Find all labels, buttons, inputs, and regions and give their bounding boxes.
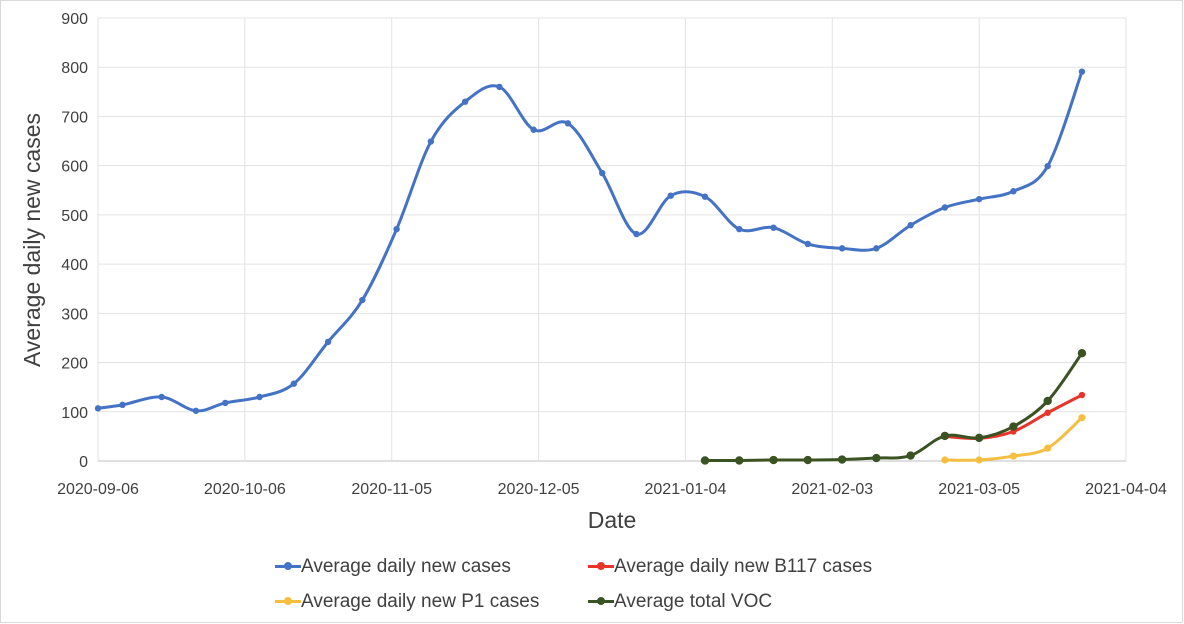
data-point xyxy=(564,120,572,127)
x-tick-label: 2021-02-03 xyxy=(791,481,873,498)
data-point xyxy=(1077,349,1087,358)
data-point xyxy=(158,393,165,401)
y-axis-ticks: 0 100 200 300 400 500 600 700 800 900 xyxy=(61,11,88,471)
data-point xyxy=(119,401,126,409)
data-point xyxy=(735,456,744,465)
x-tick-label: 2020-10-06 xyxy=(204,481,286,498)
legend-swatch xyxy=(275,588,301,616)
gridlines xyxy=(97,17,1127,462)
legend-item: Average total VOC xyxy=(588,588,772,616)
legend-label: Average total VOC xyxy=(614,591,773,612)
data-point xyxy=(700,456,710,465)
data-point xyxy=(769,455,778,465)
y-axis-title: Average daily new cases xyxy=(19,113,45,367)
data-point xyxy=(906,451,915,460)
data-point xyxy=(974,433,984,443)
data-point xyxy=(770,224,777,231)
legend-label: Average daily new B117 cases xyxy=(614,556,873,577)
data-point xyxy=(941,456,949,464)
data-point xyxy=(975,456,983,464)
y-tick-label: 900 xyxy=(61,11,88,28)
x-tick-label: 2021-04-04 xyxy=(1085,481,1167,498)
legend: Average daily new cases Average daily new… xyxy=(275,553,975,617)
data-point xyxy=(837,455,847,464)
data-point xyxy=(701,193,709,200)
data-point xyxy=(873,245,880,252)
data-point xyxy=(1009,422,1018,431)
y-tick-label: 0 xyxy=(79,454,88,471)
data-point xyxy=(359,296,366,304)
legend-label: Average daily new P1 cases xyxy=(301,591,540,612)
legend-swatch xyxy=(588,553,614,581)
y-tick-label: 700 xyxy=(61,109,88,126)
x-axis-title: Date xyxy=(588,507,637,533)
data-point xyxy=(256,393,263,401)
legend-item: Average daily new P1 cases xyxy=(275,588,539,616)
data-point xyxy=(941,204,949,211)
data-point xyxy=(1078,414,1086,422)
data-point xyxy=(1078,68,1086,75)
data-point xyxy=(838,245,846,252)
x-tick-label: 2020-11-05 xyxy=(351,481,432,498)
data-point xyxy=(222,399,229,407)
data-point xyxy=(633,230,640,238)
legend-swatch xyxy=(588,588,614,616)
series-line xyxy=(703,351,1084,463)
data-point xyxy=(736,225,743,233)
data-point xyxy=(1044,409,1051,416)
data-point xyxy=(1009,452,1018,460)
data-point xyxy=(1078,391,1086,399)
data-point xyxy=(872,453,881,463)
y-tick-label: 300 xyxy=(61,306,88,323)
y-tick-label: 800 xyxy=(61,60,88,77)
x-tick-label: 2021-03-05 xyxy=(938,481,1020,498)
data-point xyxy=(975,195,983,203)
data-point xyxy=(94,405,102,412)
data-point xyxy=(907,222,914,229)
y-tick-label: 100 xyxy=(61,405,88,422)
y-tick-label: 200 xyxy=(61,356,88,373)
legend-item: Average daily new cases xyxy=(275,553,511,581)
data-point xyxy=(192,407,200,414)
series-3 xyxy=(941,414,1086,464)
data-point xyxy=(667,192,674,199)
data-point xyxy=(940,431,950,441)
series-line xyxy=(96,70,1084,413)
x-tick-label: 2020-12-05 xyxy=(498,481,580,498)
y-tick-label: 600 xyxy=(61,159,88,176)
y-tick-label: 500 xyxy=(61,208,88,225)
y-tick-label: 400 xyxy=(61,257,88,274)
x-tick-label: 2020-09-06 xyxy=(57,481,139,498)
data-point xyxy=(461,98,469,105)
data-point xyxy=(427,138,435,145)
series-1 xyxy=(94,68,1086,414)
data-point xyxy=(804,240,812,248)
data-point xyxy=(324,338,332,346)
data-point xyxy=(1043,396,1052,406)
x-tick-label: 2021-01-04 xyxy=(645,481,727,498)
series-layer xyxy=(94,68,1087,465)
data-point xyxy=(530,126,537,133)
data-point xyxy=(393,225,400,233)
data-point xyxy=(290,380,298,387)
data-point xyxy=(599,169,606,177)
legend-item: Average daily new B117 cases xyxy=(588,553,872,581)
data-point xyxy=(1044,162,1051,170)
data-point xyxy=(496,83,503,91)
legend-label: Average daily new cases xyxy=(301,556,511,577)
data-point xyxy=(1010,188,1017,195)
x-axis-ticks: 2020-09-06 2020-10-06 2020-11-05 2020-12-05… xyxy=(57,481,1167,498)
legend-swatch xyxy=(275,553,301,581)
data-point xyxy=(803,455,813,465)
data-point xyxy=(1044,444,1052,452)
series-4 xyxy=(700,349,1087,465)
